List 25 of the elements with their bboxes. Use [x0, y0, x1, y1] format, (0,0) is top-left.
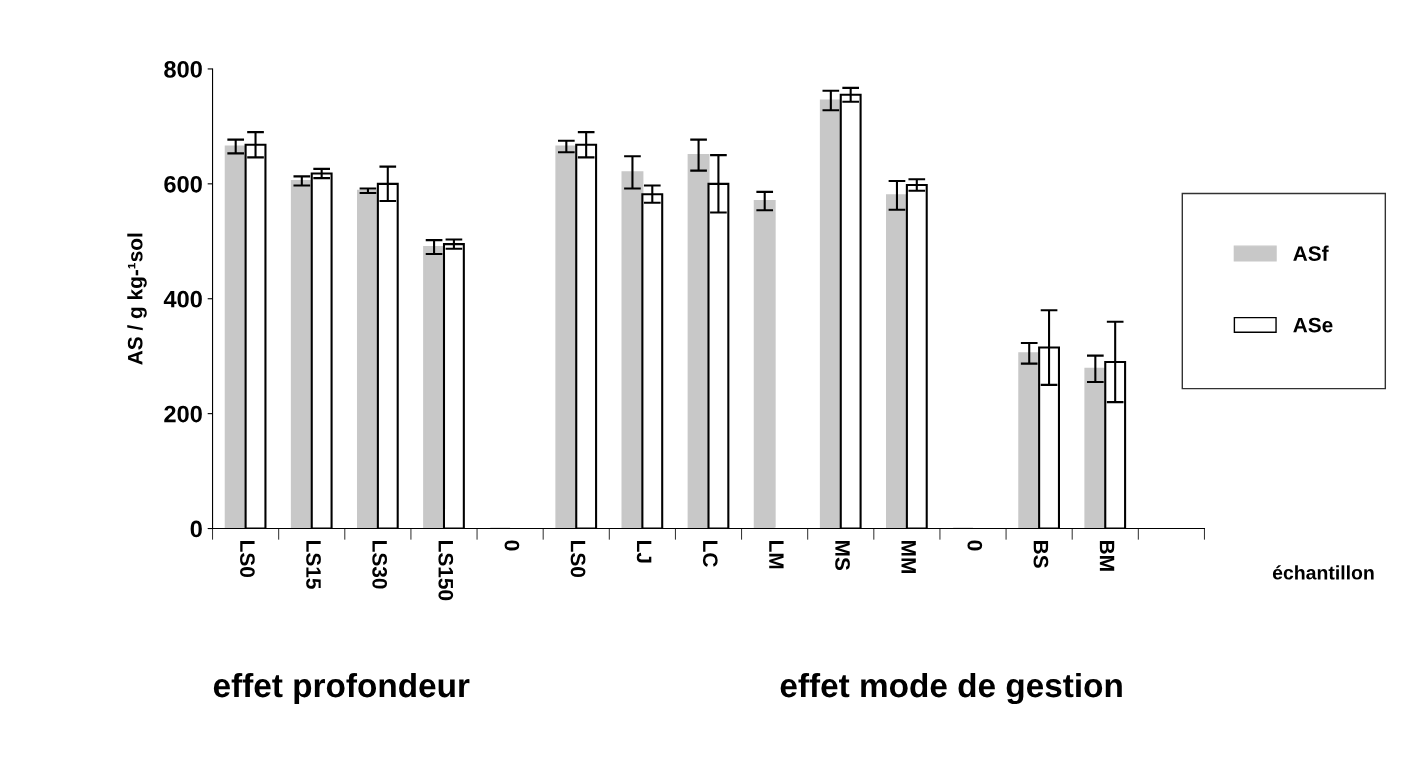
x-tick-label: LS15 — [306, 541, 321, 589]
x-tick-label: LS0 — [570, 541, 586, 578]
y-tick-label: 600 — [164, 175, 202, 193]
y-tick-label: 800 — [164, 61, 202, 78]
legend-label: ASf — [1293, 245, 1329, 261]
x-axis-title: échantillon — [1272, 565, 1374, 580]
x-tick-label: MM — [901, 541, 916, 573]
y-tick-label: 200 — [164, 405, 202, 423]
x-tick-label: MS — [835, 541, 850, 571]
text: effet profondeur — [213, 672, 470, 704]
x-tick-label: LS150 — [438, 541, 454, 601]
y-tick-label: 0 — [190, 520, 202, 538]
legend-label: ASe — [1293, 317, 1333, 333]
x-tick-label: LS0 — [240, 541, 255, 578]
x-tick-label: BM — [1099, 541, 1115, 571]
x-tick-label: LS30 — [372, 541, 388, 589]
x-tick-label: LC — [702, 541, 718, 567]
x-tick-label: LJ — [636, 541, 652, 563]
x-tick-label: 0 — [504, 540, 520, 551]
text: effet mode de gestion — [780, 672, 1122, 705]
x-tick-label: BS — [1033, 541, 1049, 568]
x-tick-label: 0 — [967, 540, 983, 551]
y-axis-title: AS / g kg-¹sol — [127, 233, 147, 365]
x-tick-label: LM — [769, 541, 784, 569]
y-tick-label: 400 — [163, 290, 202, 308]
